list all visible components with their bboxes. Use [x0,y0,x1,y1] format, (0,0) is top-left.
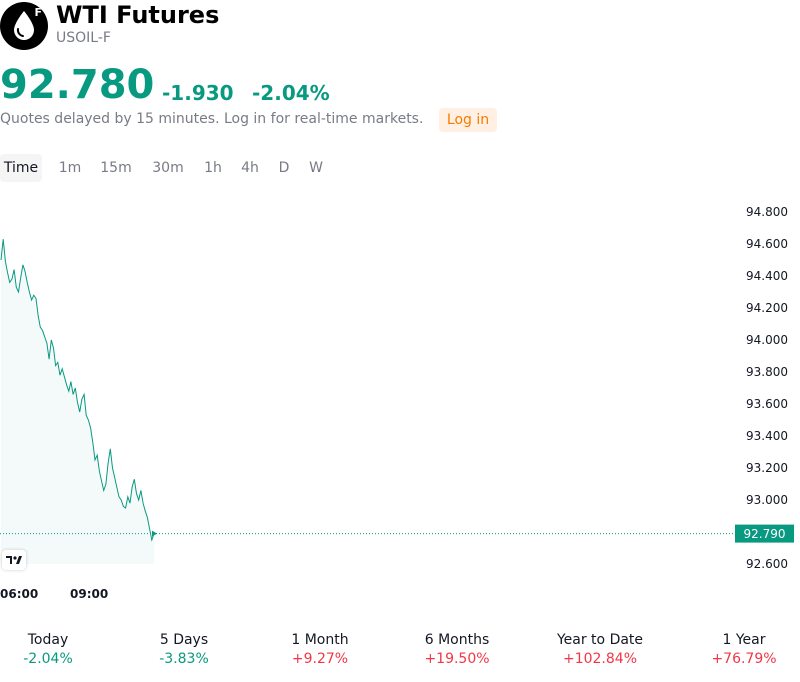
price-change-percent: -2.04% [252,81,330,105]
y-tick-label: 93.600 [746,397,788,411]
tab-w[interactable]: W [309,160,323,176]
tab-4h[interactable]: 4h [241,160,259,176]
y-tick-label: 94.600 [746,237,788,251]
tradingview-logo-icon[interactable] [2,550,26,570]
tab-1m[interactable]: 1m [58,160,82,176]
period-label: 5 Days [159,632,209,648]
price-line [0,239,155,542]
period-label: Today [27,632,69,648]
period-today[interactable]: Today -2.04% [0,630,108,668]
y-tick-label: 92.600 [746,557,788,571]
period-year-to-date[interactable]: Year to Date +102.84% [540,630,660,668]
y-tick-label: 94.800 [746,205,788,219]
performance-periods: Today -2.04% 5 Days -3.83% 1 Month +9.27… [0,630,800,676]
tab-time[interactable]: Time [0,154,42,182]
tab-d[interactable]: D [278,160,290,176]
period-value: +102.84% [562,651,638,667]
x-tick-label: 06:00 [0,587,38,601]
y-tick-label: 94.000 [746,333,788,347]
price-chart[interactable]: 94.800 94.600 94.400 94.200 94.000 93.800 93.6… [0,195,800,615]
tab-15m[interactable]: 15m [100,160,132,176]
price-change: -1.930 [162,81,234,105]
period-label: 1 Year [722,632,766,648]
y-tick-label: 93.800 [746,365,788,379]
logo-badge: F [34,6,42,19]
symbol-ticker: USOIL-F [56,30,111,46]
y-tick-label: 94.200 [746,301,788,315]
y-tick-label: 93.200 [746,461,788,475]
tab-30m[interactable]: 30m [152,160,184,176]
y-tick-label: 93.000 [746,493,788,507]
period-value: +19.50% [424,651,490,667]
symbol-title: WTI Futures [56,1,220,29]
period-5-days[interactable]: 5 Days -3.83% [124,630,244,668]
period-6-months[interactable]: 6 Months +19.50% [397,630,517,668]
last-price: 92.780 [0,62,155,108]
last-price-label: 92.790 [744,527,786,541]
period-value: +76.79% [711,651,777,667]
period-value: -2.04% [23,651,73,667]
delay-notice: Quotes delayed by 15 minutes. Log in for… [0,111,424,127]
x-tick-label: 09:00 [70,587,108,601]
symbol-header: F WTI Futures USOIL-F [0,0,800,52]
last-point-marker [152,530,157,537]
period-label: 6 Months [424,632,490,648]
period-value: +9.27% [291,651,349,667]
last-price-label-bg [735,524,794,543]
period-label: Year to Date [556,632,644,648]
period-1-month[interactable]: 1 Month +9.27% [260,630,380,668]
y-tick-label: 93.400 [746,429,788,443]
period-value: -3.83% [159,651,209,667]
period-label: 1 Month [291,632,349,648]
y-tick-label: 94.400 [746,269,788,283]
oil-drop-logo-icon: F [0,2,48,50]
period-1-year[interactable]: 1 Year +76.79% [684,630,800,668]
login-button[interactable]: Log in [439,108,497,132]
tab-1h[interactable]: 1h [204,160,222,176]
